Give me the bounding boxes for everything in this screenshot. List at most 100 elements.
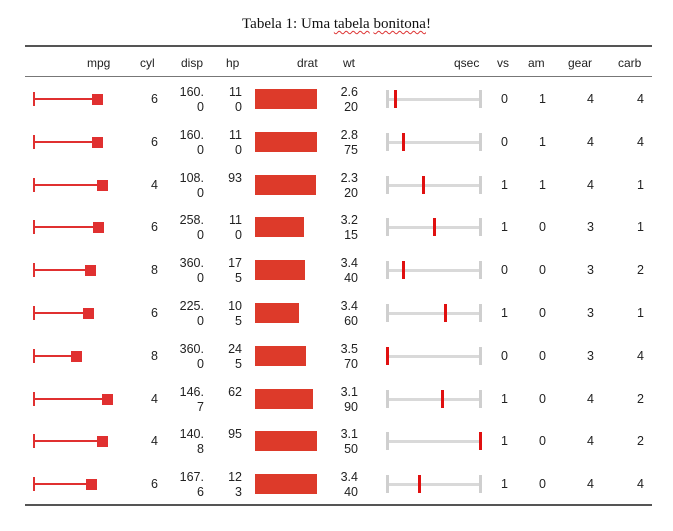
qsec-track-start	[386, 176, 389, 194]
mpg-lollipop-point	[102, 394, 113, 405]
header-gear: gear	[568, 56, 593, 70]
cell-disp: 360.	[179, 256, 204, 270]
header-vs: vs	[497, 56, 509, 70]
cell-wt: 3.4	[340, 256, 358, 270]
cell-gear: 3	[587, 306, 594, 320]
cell-cyl: 6	[151, 135, 158, 149]
table-title: Tabela 1: Uma tabela bonitona!	[242, 16, 431, 32]
cell-gear: 3	[587, 220, 594, 234]
qsec-track-end	[479, 390, 482, 408]
cell-cyl: 6	[151, 220, 158, 234]
cell-hp: 10	[228, 299, 242, 313]
cell-hp: 24	[228, 342, 242, 356]
qsec-track	[387, 355, 480, 358]
cell-disp: 225.	[179, 299, 204, 313]
header-carb: carb	[618, 56, 642, 70]
drat-bar	[255, 389, 313, 409]
mpg-lollipop-point	[92, 94, 103, 105]
qsec-track-end	[479, 347, 482, 365]
qsec-marker	[394, 90, 397, 108]
cell-disp: 140.	[179, 427, 204, 441]
cell-vs: 1	[501, 477, 508, 491]
qsec-marker	[422, 176, 425, 194]
qsec-track-start	[386, 475, 389, 493]
cell-vs: 0	[501, 349, 508, 363]
cell-vs: 1	[501, 392, 508, 406]
qsec-marker	[433, 218, 436, 236]
cell-vs: 0	[501, 92, 508, 106]
qsec-track	[387, 141, 480, 144]
header-qsec: qsec	[454, 56, 480, 70]
qsec-marker	[444, 304, 447, 322]
cell-vs: 1	[501, 220, 508, 234]
cell-carb: 1	[637, 220, 644, 234]
cell-am: 0	[539, 349, 546, 363]
cell-hp: 11	[229, 213, 242, 227]
mpg-lollipop-point	[92, 137, 103, 148]
cell-disp: 360.	[179, 342, 204, 356]
cell-hp-cont: 0	[235, 143, 242, 157]
qsec-marker	[402, 133, 405, 151]
header-wt: wt	[343, 56, 355, 70]
qsec-marker	[479, 432, 482, 450]
cell-am: 1	[539, 135, 546, 149]
cell-wt: 3.1	[340, 427, 358, 441]
mpg-lollipop-line	[33, 312, 88, 314]
header-drat: drat	[297, 56, 318, 70]
cell-wt: 3.1	[340, 385, 358, 399]
cell-carb: 2	[637, 434, 644, 448]
qsec-track	[387, 440, 480, 443]
header-hp: hp	[226, 56, 240, 70]
qsec-track-end	[479, 133, 482, 151]
drat-bar	[255, 89, 317, 109]
cell-hp-cont: 0	[235, 100, 242, 114]
cell-wt-cont: 40	[344, 485, 358, 499]
qsec-track-start	[386, 218, 389, 236]
mpg-lollipop-line	[33, 98, 97, 100]
cell-cyl: 6	[151, 306, 158, 320]
cell-hp: 11	[229, 85, 242, 99]
qsec-track-start	[386, 133, 389, 151]
qsec-track	[387, 483, 480, 486]
drat-bar	[255, 132, 317, 152]
header-am: am	[528, 56, 545, 70]
drat-bar	[255, 431, 317, 451]
cell-cyl: 4	[151, 392, 158, 406]
cell-vs: 1	[501, 306, 508, 320]
mpg-lollipop-line	[33, 141, 97, 143]
cell-disp-cont: 6	[197, 485, 204, 499]
cell-disp: 160.	[179, 128, 204, 142]
mpg-lollipop-line	[33, 269, 90, 271]
cell-am: 0	[539, 263, 546, 277]
cell-disp-cont: 0	[197, 357, 204, 371]
qsec-track-start	[386, 390, 389, 408]
cell-gear: 4	[587, 434, 594, 448]
cell-wt: 2.6	[340, 85, 358, 99]
cell-disp-cont: 7	[197, 400, 204, 414]
qsec-track	[387, 184, 480, 187]
cell-hp: 93	[228, 171, 242, 185]
cell-wt-cont: 20	[344, 100, 358, 114]
cell-disp: 167.	[179, 470, 204, 484]
cell-cyl: 8	[151, 263, 158, 277]
qsec-track	[387, 269, 480, 272]
cell-wt-cont: 50	[344, 442, 358, 456]
cell-gear: 3	[587, 263, 594, 277]
cell-hp: 62	[228, 385, 242, 399]
spellcheck-word: tabela	[333, 16, 370, 32]
cell-am: 0	[539, 477, 546, 491]
mpg-lollipop-line	[33, 184, 102, 186]
cell-carb: 4	[637, 477, 644, 491]
mpg-lollipop-point	[85, 265, 96, 276]
cell-carb: 4	[637, 349, 644, 363]
qsec-marker	[418, 475, 421, 493]
qsec-track-end	[479, 90, 482, 108]
table-top-rule	[25, 45, 652, 47]
mpg-lollipop-line	[33, 483, 91, 485]
spellcheck-word: bonitona	[373, 16, 426, 32]
cell-cyl: 6	[151, 477, 158, 491]
cell-hp-cont: 5	[235, 271, 242, 285]
drat-bar	[255, 175, 316, 195]
qsec-track-end	[479, 218, 482, 236]
cell-cyl: 8	[151, 349, 158, 363]
